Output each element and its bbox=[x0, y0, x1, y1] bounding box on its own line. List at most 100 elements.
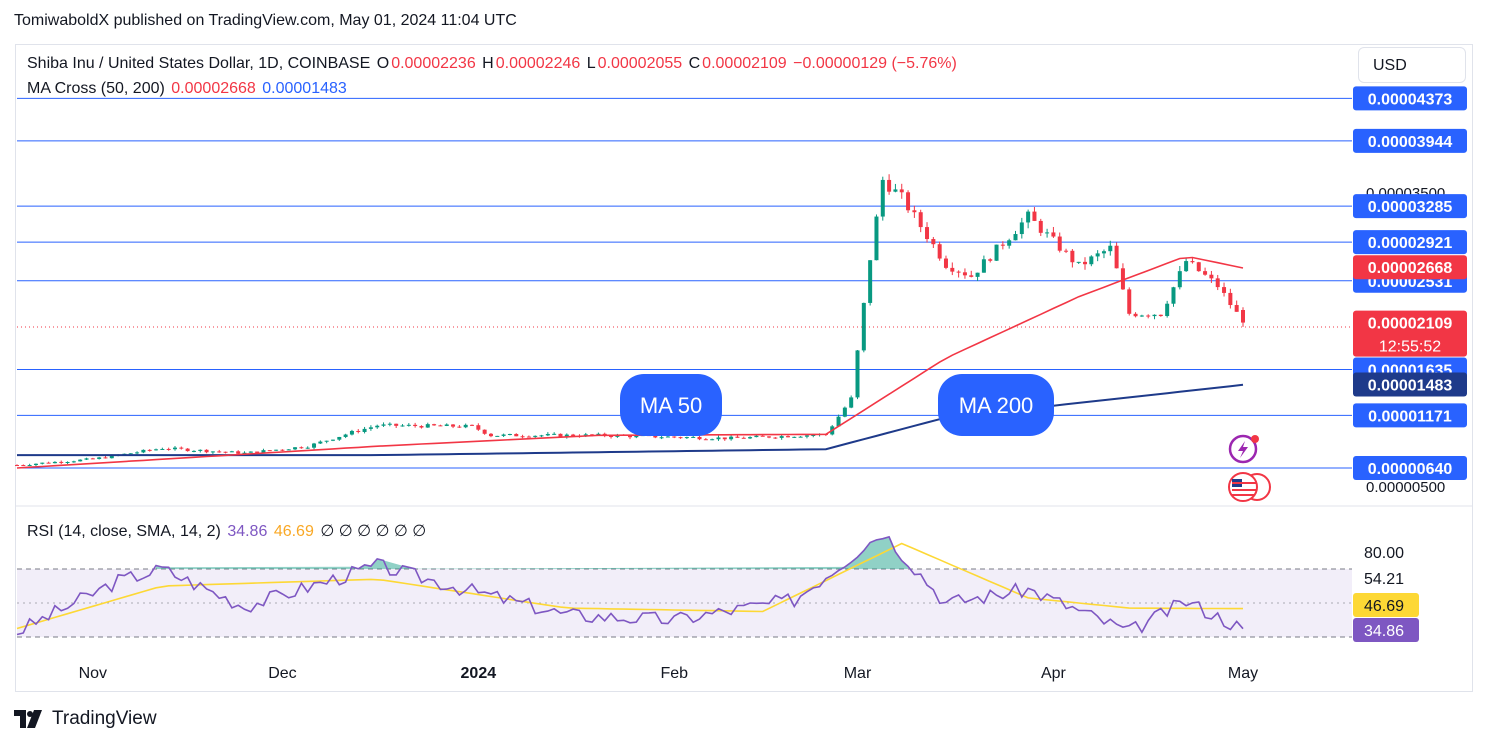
candle bbox=[97, 456, 102, 460]
candle bbox=[748, 436, 753, 439]
low-value: 0.00002055 bbox=[597, 55, 683, 72]
candle bbox=[248, 451, 253, 453]
candle bbox=[229, 450, 234, 453]
price-legend: Shiba Inu / United States Dollar, 1D, CO… bbox=[27, 55, 959, 73]
price-axis-labels: 0.00004373 0.00003944 0.00003285 0.00002921… bbox=[1353, 86, 1467, 480]
rsi-axis-label: 54.21 bbox=[1364, 571, 1404, 588]
candle bbox=[293, 447, 298, 451]
level-price-label: 0.00001171 bbox=[1353, 403, 1467, 428]
candle bbox=[15, 464, 19, 467]
last-price-label: 0.00002109 12:55:52 bbox=[1353, 310, 1467, 357]
candle bbox=[305, 446, 310, 449]
ma200-callout: MA 200 bbox=[938, 374, 1054, 436]
candle bbox=[943, 255, 948, 270]
svg-text:46.69: 46.69 bbox=[1364, 598, 1404, 615]
us-flag-event-icon[interactable] bbox=[1228, 472, 1271, 502]
level-price-label: 0.00002921 bbox=[1353, 230, 1467, 255]
ma-label[interactable]: MA Cross (50, 200) bbox=[27, 80, 165, 97]
time-axis: Nov Dec 2024 Feb Mar Apr May bbox=[79, 665, 1259, 682]
candle bbox=[375, 424, 380, 429]
candle bbox=[451, 424, 456, 429]
x-tick-label: Dec bbox=[268, 665, 296, 682]
ma50-callout-text: MA 50 bbox=[640, 393, 702, 418]
candle bbox=[849, 395, 854, 409]
candle bbox=[324, 440, 329, 444]
open-value: 0.00002236 bbox=[391, 55, 476, 72]
candle bbox=[141, 449, 146, 454]
candle bbox=[969, 270, 974, 278]
x-tick-label: Apr bbox=[1041, 665, 1067, 682]
lightning-event-icon[interactable] bbox=[1228, 434, 1259, 464]
candle bbox=[495, 435, 500, 437]
candle bbox=[703, 438, 708, 441]
candle bbox=[1083, 257, 1088, 270]
candle bbox=[343, 433, 348, 439]
candle bbox=[1146, 314, 1151, 319]
candle bbox=[526, 435, 531, 438]
candle bbox=[672, 436, 677, 439]
ma200-price-label: 0.00001483 bbox=[1353, 372, 1467, 397]
rsi-value: 34.86 bbox=[227, 523, 268, 540]
candle bbox=[406, 423, 411, 427]
candle bbox=[432, 423, 437, 426]
candle bbox=[179, 446, 184, 450]
candle bbox=[539, 434, 544, 438]
candle bbox=[438, 424, 443, 427]
candle bbox=[368, 425, 373, 431]
candle bbox=[893, 183, 898, 193]
candle bbox=[545, 432, 550, 437]
candle bbox=[552, 432, 557, 435]
chart-frame bbox=[15, 44, 1473, 692]
candle bbox=[874, 214, 879, 261]
candle bbox=[988, 258, 993, 263]
candle bbox=[185, 448, 190, 452]
candle bbox=[1139, 314, 1144, 317]
candle bbox=[899, 183, 904, 199]
candle bbox=[1165, 300, 1170, 318]
candle bbox=[501, 433, 506, 438]
symbol-title[interactable]: Shiba Inu / United States Dollar, 1D, CO… bbox=[27, 55, 371, 72]
candle bbox=[425, 422, 430, 428]
ma50-value: 0.00002668 bbox=[171, 80, 256, 97]
candle bbox=[1184, 257, 1189, 272]
candle bbox=[387, 422, 392, 427]
candle bbox=[210, 451, 215, 454]
candle bbox=[716, 435, 721, 441]
rsi-axis-label: 80.00 bbox=[1364, 545, 1404, 562]
candle bbox=[154, 448, 159, 451]
candle bbox=[514, 433, 519, 437]
rsi-axis-label: 46.69 bbox=[1353, 593, 1419, 617]
candle bbox=[488, 432, 493, 438]
candle bbox=[1171, 286, 1176, 307]
candle bbox=[1120, 263, 1125, 290]
candle bbox=[65, 461, 70, 465]
candle bbox=[312, 442, 317, 450]
candle bbox=[274, 449, 279, 452]
candle bbox=[286, 449, 291, 451]
candle bbox=[21, 464, 26, 467]
candle bbox=[413, 422, 418, 428]
candle bbox=[931, 236, 936, 248]
candle bbox=[59, 460, 64, 465]
candle bbox=[217, 449, 222, 453]
candle bbox=[691, 435, 696, 438]
publish-line: TomiwaboldX published on TradingView.com… bbox=[14, 12, 517, 29]
candle bbox=[1215, 274, 1220, 291]
candle bbox=[84, 457, 89, 461]
currency-button[interactable]: USD bbox=[1358, 47, 1466, 83]
candle bbox=[394, 423, 399, 429]
ma50-callout: MA 50 bbox=[620, 374, 722, 436]
candle bbox=[1108, 240, 1113, 256]
candle bbox=[1114, 242, 1119, 269]
candle bbox=[463, 423, 468, 429]
svg-text:0.00004373: 0.00004373 bbox=[1368, 91, 1453, 108]
candle bbox=[128, 453, 133, 455]
candle bbox=[994, 244, 999, 261]
candle bbox=[1127, 287, 1132, 316]
rsi-label[interactable]: RSI (14, close, SMA, 14, 2) bbox=[27, 523, 221, 540]
candle bbox=[842, 406, 847, 418]
candle bbox=[1064, 248, 1069, 254]
candle bbox=[962, 268, 967, 279]
candle bbox=[381, 422, 386, 427]
